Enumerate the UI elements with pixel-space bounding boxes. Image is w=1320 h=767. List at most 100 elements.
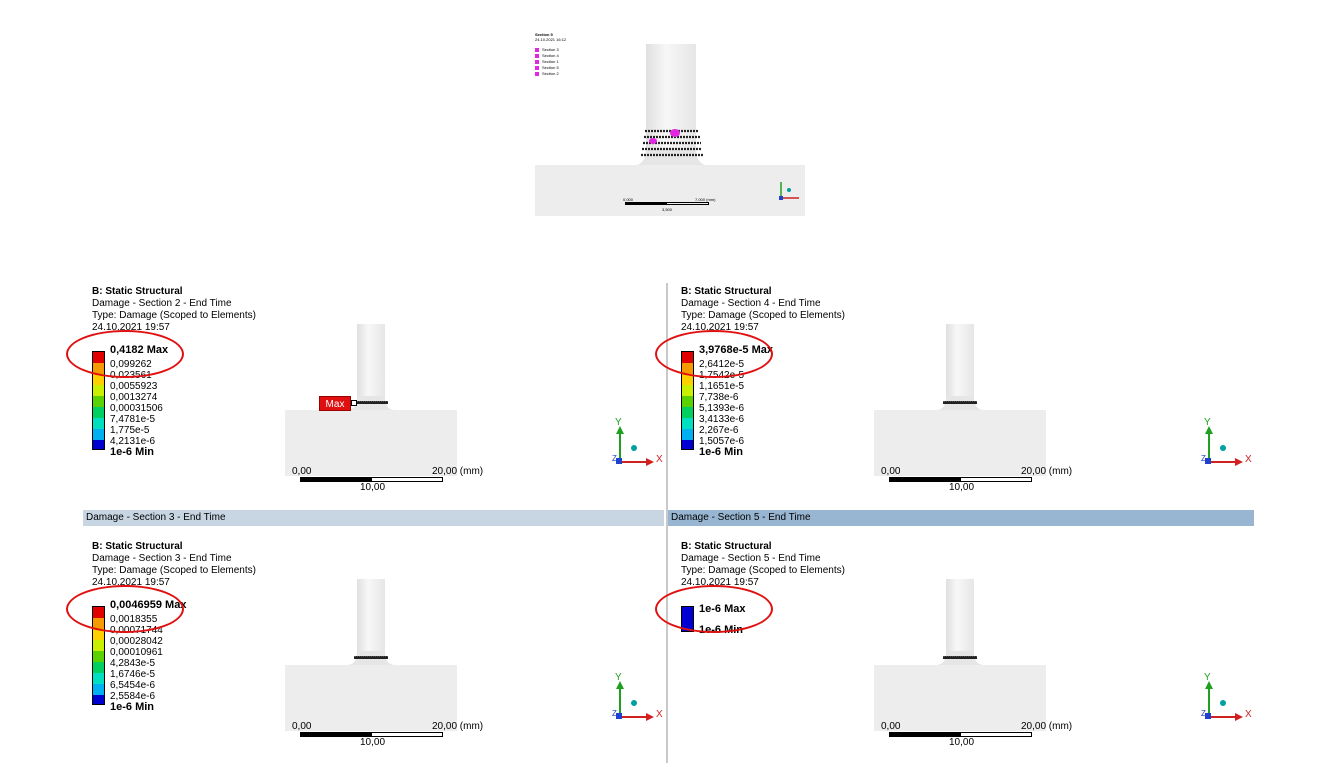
legend-band: [93, 673, 104, 684]
result-type: Type: Damage (Scoped to Elements): [681, 310, 845, 321]
scale-right-label: 20,00 (mm): [432, 721, 484, 732]
plate-geometry: [285, 665, 457, 731]
annotation-ellipse: [66, 330, 184, 378]
axis-z-label: Z: [612, 709, 617, 718]
legend-band: [93, 695, 104, 704]
shaft-geometry: [946, 324, 974, 402]
result-viewport[interactable]: B: Static Structural Damage - Section 5 -…: [655, 541, 1265, 766]
legend-band: [93, 374, 104, 385]
legend-label: 0,0013274: [110, 392, 158, 403]
legend-band: [93, 640, 104, 651]
legend-label: 5,1393e-6: [699, 403, 745, 414]
shaft-geometry: [357, 324, 385, 402]
legend-band: [93, 662, 104, 673]
analysis-title: B: Static Structural: [92, 286, 183, 297]
legend-label: 3,4133e-6: [699, 414, 745, 425]
damage-section-line: [354, 656, 388, 659]
legend-band: [93, 440, 104, 449]
scale-right-label: 20,00 (mm): [1021, 466, 1073, 477]
axis-x-label: X: [656, 709, 663, 720]
result-name: Damage - Section 3 - End Time: [92, 553, 232, 564]
legend-label: 1,1651e-5: [699, 381, 745, 392]
legend-label: 0,00028042: [110, 636, 163, 647]
legend-label: 1e-6 Min: [110, 701, 155, 713]
legend-band: [93, 407, 104, 418]
axis-y-label: Y: [615, 672, 622, 683]
legend-band: [682, 374, 693, 385]
result-date: 24.10.2021 19:57: [681, 577, 759, 588]
axis-triad: [616, 681, 654, 721]
result-type: Type: Damage (Scoped to Elements): [681, 565, 845, 576]
tab-damage-section-3[interactable]: Damage - Section 3 - End Time: [83, 510, 664, 526]
legend-band: [682, 407, 693, 418]
annotation-ellipse: [655, 585, 773, 633]
shaft-geometry: [946, 579, 974, 657]
legend-band: [93, 651, 104, 662]
axis-triad: [1205, 426, 1243, 466]
overview-scale-right: 7,000 (mm): [695, 197, 716, 202]
result-date: 24.10.2021 19:57: [92, 322, 170, 333]
scale-bar: [889, 732, 1032, 737]
scale-left-label: 0,00: [881, 721, 901, 732]
result-type: Type: Damage (Scoped to Elements): [92, 565, 256, 576]
legend-label: 2,267e-6: [699, 425, 739, 436]
axis-z-label: Z: [1201, 709, 1206, 718]
legend-band: [93, 396, 104, 407]
axis-z-label: Z: [612, 454, 617, 463]
result-viewport[interactable]: B: Static Structural Damage - Section 3 -…: [66, 541, 676, 766]
damage-section-line: [943, 401, 977, 404]
legend-label: 2,5584e-6: [110, 691, 156, 702]
scale-mid-label: 10,00: [949, 482, 975, 493]
scale-left-label: 0,00: [292, 466, 312, 477]
scale-right-label: 20,00 (mm): [432, 466, 484, 477]
damage-section-line: [943, 656, 977, 659]
damage-section-line: [354, 401, 388, 404]
fillet-geometry: [631, 148, 711, 166]
axis-x-label: X: [1245, 709, 1252, 720]
legend-label: 1e-6 Min: [110, 446, 155, 458]
analysis-title: B: Static Structural: [681, 286, 772, 297]
overview-scale-bar: [625, 202, 709, 205]
legend-band: [93, 385, 104, 396]
legend-label: 7,738e-6: [699, 392, 739, 403]
legend-label: 1,775e-5: [110, 425, 150, 436]
result-header: B: Static Structural Damage - Section 4 -…: [681, 286, 1265, 334]
legend-label: 0,0055923: [110, 381, 158, 392]
plate-geometry: [874, 410, 1046, 476]
result-date: 24.10.2021 19:57: [681, 322, 759, 333]
legend-band: [682, 396, 693, 407]
result-date: 24.10.2021 19:57: [92, 577, 170, 588]
overview-viewport[interactable]: Section 5 24.10.2021 16:12 Section 3 Sec…: [535, 30, 805, 216]
axis-triad: [1205, 681, 1243, 721]
legend-label: 4,2131e-6: [110, 436, 156, 447]
scale-bar: [300, 732, 443, 737]
overview-scale-mid: 3,500: [662, 207, 673, 212]
legend-label: 6,5454e-6: [110, 680, 156, 691]
scale-mid-label: 10,00: [949, 737, 975, 748]
scale-left-label: 0,00: [881, 466, 901, 477]
result-type: Type: Damage (Scoped to Elements): [92, 310, 256, 321]
result-viewport[interactable]: B: Static Structural Damage - Section 2 -…: [66, 286, 676, 511]
scale-mid-label: 10,00: [360, 737, 386, 748]
axis-y-label: Y: [1204, 417, 1211, 428]
result-name: Damage - Section 4 - End Time: [681, 298, 821, 309]
legend-band: [682, 440, 693, 449]
axis-y-label: Y: [1204, 672, 1211, 683]
result-viewport[interactable]: B: Static Structural Damage - Section 4 -…: [655, 286, 1265, 511]
result-header: B: Static Structural Damage - Section 3 -…: [92, 541, 676, 589]
legend-band: [682, 429, 693, 440]
legend-label: 4,2843e-5: [110, 658, 156, 669]
annotation-ellipse: [655, 330, 773, 378]
legend-label: 7,4781e-5: [110, 414, 156, 425]
legend-label: 0,00010961: [110, 647, 163, 658]
legend-band: [93, 429, 104, 440]
overview-title: Section 5: [535, 32, 553, 37]
legend-band: [682, 418, 693, 429]
scale-mid-label: 10,00: [360, 482, 386, 493]
tab-damage-section-5[interactable]: Damage - Section 5 - End Time: [668, 510, 1254, 526]
axis-x-label: X: [656, 454, 663, 465]
legend-band: [682, 385, 693, 396]
overview-axis-triad: [779, 182, 799, 200]
legend-label: 1e-6 Min: [699, 446, 744, 458]
legend-band: [93, 418, 104, 429]
